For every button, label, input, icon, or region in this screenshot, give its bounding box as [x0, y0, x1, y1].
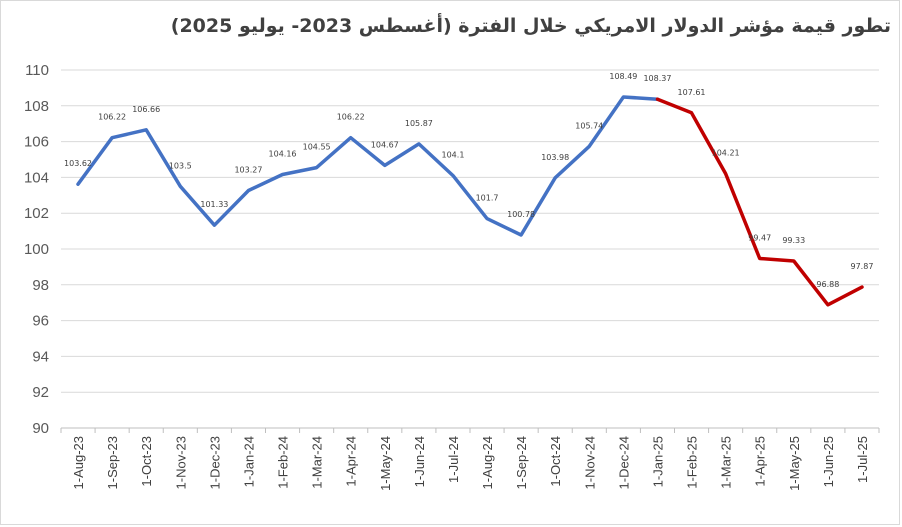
x-tick-label: 1-Nov-24	[582, 436, 597, 489]
x-tick-label: 1-Aug-24	[480, 436, 495, 489]
x-tick-label: 1-Aug-23	[71, 436, 86, 489]
x-tick-label: 1-Oct-24	[548, 436, 563, 487]
x-tick-label: 1-Jul-25	[855, 436, 870, 483]
x-tick-label: 1-Dec-23	[207, 436, 222, 489]
data-label: 99.47	[748, 233, 771, 242]
y-tick-label: 96	[32, 313, 49, 330]
chart-title: تطور قيمة مؤشر الدولار الامريكي خلال الف…	[170, 15, 891, 37]
y-tick-label: 108	[24, 98, 49, 115]
x-tick-label: 1-May-24	[378, 436, 393, 491]
x-tick-label: 1-Sep-23	[105, 436, 120, 489]
series-line-blue	[76, 95, 660, 237]
x-tick-label: 1-Mar-24	[310, 436, 325, 489]
x-tick-label: 1-Jan-24	[241, 436, 256, 487]
x-tick-label: 1-Jan-25	[650, 436, 665, 487]
data-label: 105.74	[575, 121, 603, 130]
series-line-red	[655, 97, 864, 307]
x-tick-label: 1-Apr-25	[753, 436, 768, 487]
x-tick-label: 1-Jun-24	[412, 436, 427, 487]
data-label: 104.55	[303, 143, 331, 152]
data-label: 100.78	[507, 210, 535, 219]
data-label: 103.62	[64, 159, 92, 168]
y-tick-label: 90	[32, 420, 49, 437]
x-tick-label: 1-Mar-25	[719, 436, 734, 489]
y-tick-label: 92	[32, 384, 49, 401]
x-tick-label: 1-Dec-24	[616, 436, 631, 489]
x-tick-label: 1-Jun-25	[821, 436, 836, 487]
data-label: 104.21	[712, 149, 740, 158]
data-label: 106.22	[98, 113, 126, 122]
x-tick-label: 1-Jul-24	[446, 436, 461, 483]
x-tick-label: 1-Feb-24	[276, 436, 291, 489]
x-tick-label: 1-Sep-24	[514, 436, 529, 489]
y-tick-label: 94	[32, 348, 49, 365]
data-label: 99.33	[782, 236, 805, 245]
y-tick-label: 106	[24, 134, 49, 151]
x-tick-label: 1-Apr-24	[344, 436, 359, 487]
y-tick-label: 110	[25, 62, 49, 79]
data-label: 103.5	[169, 161, 192, 170]
data-label: 103.27	[234, 165, 262, 174]
x-tick-label: 1-Feb-25	[685, 436, 700, 489]
data-label: 108.49	[609, 72, 637, 81]
data-label: 103.98	[541, 153, 569, 162]
y-tick-label: 104	[24, 169, 49, 186]
data-label: 108.37	[643, 74, 671, 83]
y-tick-label: 102	[24, 205, 49, 222]
x-tick-label: 1-Oct-23	[139, 436, 154, 487]
y-tick-label: 98	[32, 277, 49, 294]
data-label: 105.87	[405, 119, 433, 128]
data-label: 107.61	[678, 88, 706, 97]
data-label: 104.1	[442, 151, 465, 160]
data-label: 97.87	[851, 262, 874, 271]
data-label: 106.22	[337, 113, 365, 122]
x-tick-label: 1-Nov-23	[173, 436, 188, 489]
data-label: 104.67	[371, 140, 399, 149]
data-label: 96.88	[816, 280, 839, 289]
data-label: 101.7	[476, 194, 499, 203]
data-label: 101.33	[200, 200, 228, 209]
x-tick-label: 1-May-25	[787, 436, 802, 491]
data-label: 104.16	[269, 150, 297, 159]
data-label: 106.66	[132, 105, 160, 114]
y-tick-label: 100	[24, 241, 49, 258]
